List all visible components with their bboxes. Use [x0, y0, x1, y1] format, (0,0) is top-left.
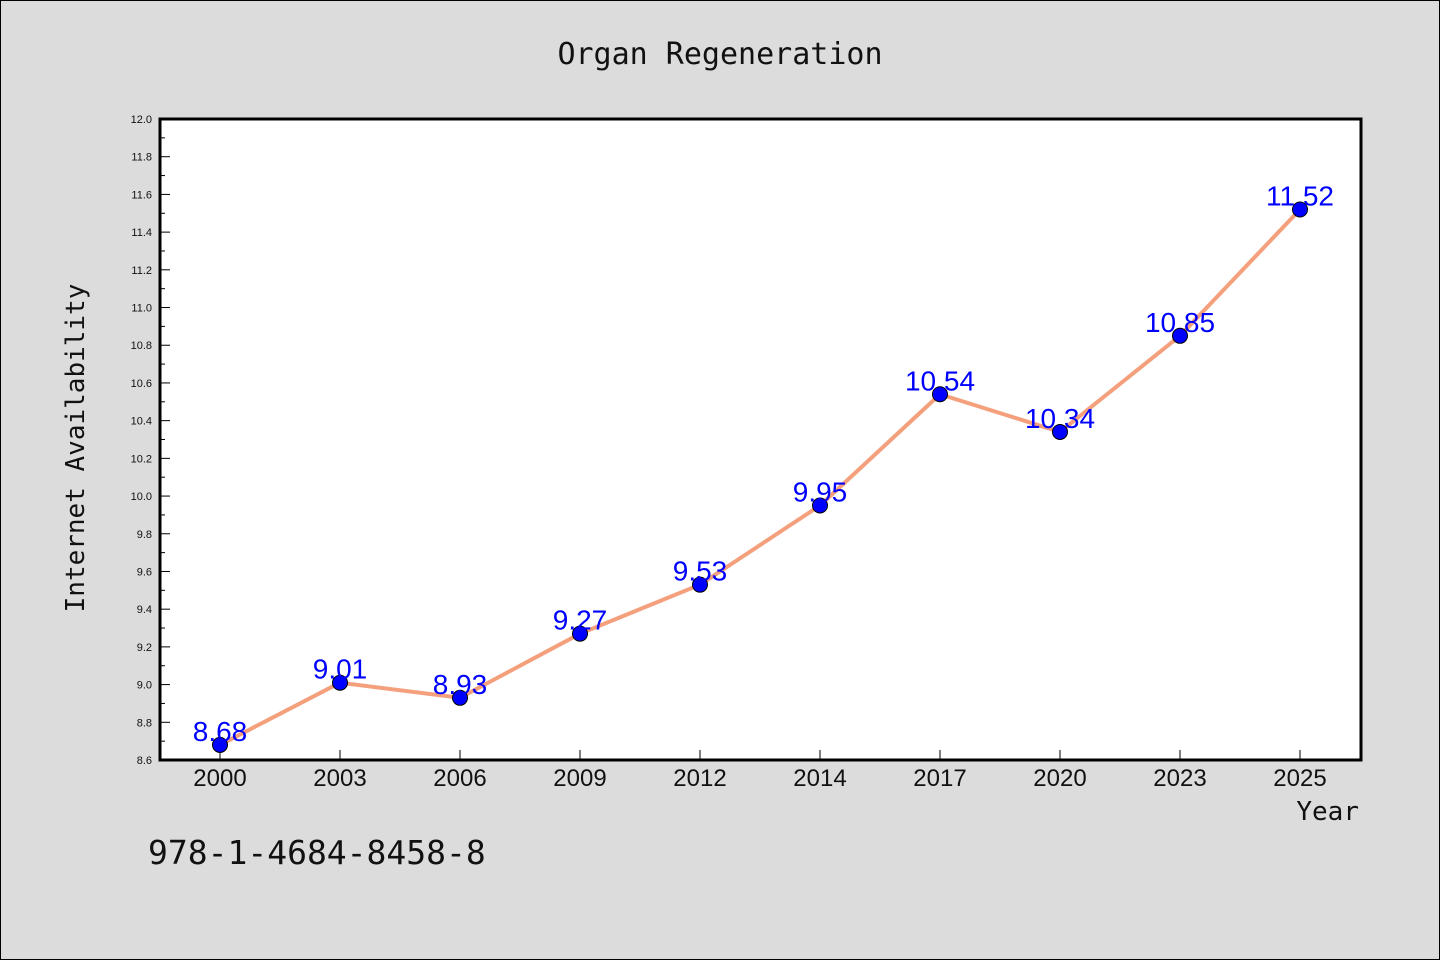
data-point [812, 497, 828, 514]
data-label: 9.27 [553, 605, 608, 636]
series-layer [212, 201, 1308, 753]
data-point [1172, 327, 1188, 344]
data-point [1292, 201, 1308, 218]
y-tick-label: 8.6 [137, 755, 152, 767]
y-tick-label: 9.0 [137, 680, 152, 692]
data-label: 8.68 [193, 716, 248, 747]
data-label: 10.85 [1145, 307, 1215, 338]
y-axis: 8.6 8.8 9.0 9.2 9.4 9.6 9.8 10.0 10.2 10.4 10.6 10.… [131, 114, 170, 767]
y-tick-label: 11.4 [131, 227, 152, 239]
data-point [332, 674, 348, 691]
data-point [692, 576, 708, 593]
plot-area [158, 117, 1363, 762]
y-tick-label: 8.8 [137, 717, 152, 729]
x-tick-label: 2014 [793, 765, 846, 792]
x-tick-label: 2012 [673, 765, 726, 792]
y-tick-label: 10.2 [131, 453, 152, 465]
y-tick-label: 10.4 [131, 416, 152, 428]
x-axis-title: Year [1296, 797, 1359, 827]
y-tick-label: 10.0 [131, 491, 152, 503]
x-tick-label: 2023 [1153, 765, 1206, 792]
data-label: 9.95 [793, 476, 848, 507]
data-point [1052, 423, 1068, 440]
x-tick-label: 2003 [313, 765, 366, 792]
y-tick-label: 9.2 [137, 642, 152, 654]
data-label: 10.34 [1025, 403, 1095, 434]
x-tick-label: 2000 [193, 765, 246, 792]
y-tick-label: 9.8 [137, 529, 152, 541]
y-tick-label: 11.0 [131, 303, 152, 315]
data-label: 9.01 [313, 654, 368, 685]
x-tick-label: 2006 [433, 765, 486, 792]
data-label: 11.52 [1266, 180, 1334, 211]
x-tick-label: 2020 [1033, 765, 1086, 792]
x-axis: 2000 2003 2006 2009 2012 2014 2017 2020 2023 2025 [193, 750, 1327, 792]
y-tick-label: 9.6 [137, 566, 152, 578]
y-tick-label: 9.4 [137, 604, 152, 616]
data-point [452, 689, 468, 706]
data-label: 8.93 [433, 669, 488, 700]
data-labels: 8.68 9.01 8.93 9.27 9.53 9.95 10.54 10.34 10.85 1… [193, 180, 1334, 746]
x-tick-label: 2025 [1273, 765, 1326, 792]
y-tick-label: 11.2 [131, 265, 152, 277]
y-tick-label: 11.6 [131, 189, 152, 201]
data-label: 10.54 [905, 365, 975, 396]
series-line [218, 207, 1302, 747]
data-point [572, 625, 588, 642]
y-tick-label: 10.6 [131, 378, 152, 390]
data-label: 9.53 [673, 556, 728, 587]
data-point [932, 386, 948, 403]
x-tick-label: 2009 [553, 765, 606, 792]
chart-title: Organ Regeneration [557, 37, 882, 72]
isbn-text: 978-1-4684-8458-8 [148, 833, 486, 872]
x-tick-label: 2017 [913, 765, 966, 792]
y-tick-label: 10.8 [131, 340, 152, 352]
y-axis-title: Internet Availability [61, 284, 91, 613]
data-point [212, 736, 228, 753]
y-tick-label: 12.0 [131, 114, 152, 126]
y-tick-label: 11.8 [131, 152, 152, 164]
